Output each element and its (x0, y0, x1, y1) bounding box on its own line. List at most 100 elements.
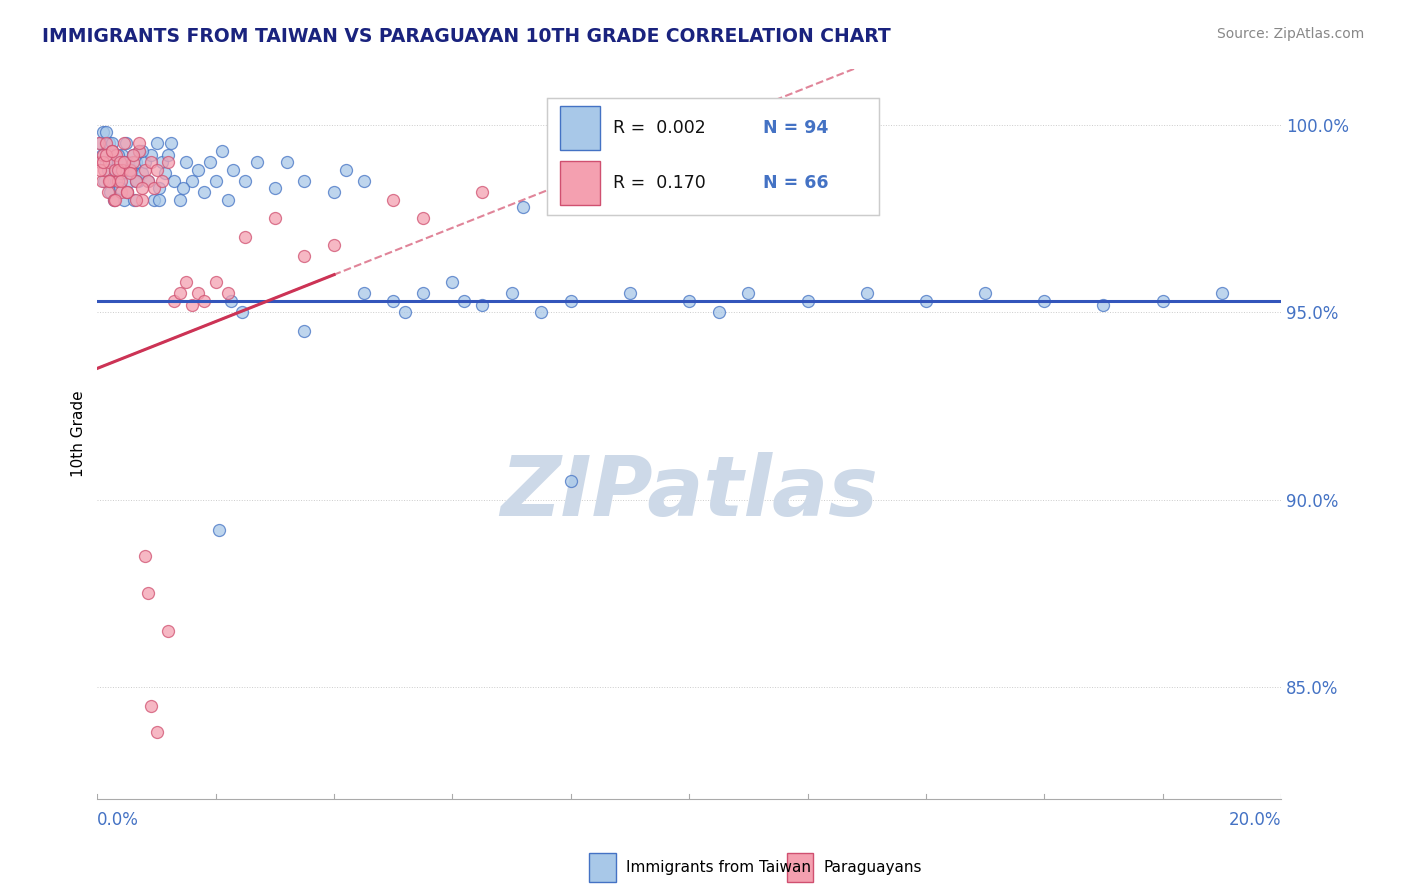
Point (111, 162, 134, 177)
Point (127, 174, 149, 188)
Point (915, 293, 938, 308)
Point (121, 147, 143, 161)
Point (128, 144, 150, 158)
Point (142, 181, 165, 195)
Point (294, 174, 316, 188)
Point (112, 136, 135, 151)
Point (121, 162, 143, 177)
Point (98, 136, 121, 151)
Point (512, 200, 534, 214)
Point (97, 162, 120, 177)
Point (353, 174, 375, 188)
Point (107, 174, 129, 188)
Point (560, 474, 582, 488)
Point (441, 275, 464, 289)
Point (264, 211, 287, 226)
Point (105, 174, 128, 188)
Point (89, 136, 111, 151)
Text: 0.0%: 0.0% (97, 811, 139, 829)
Point (96, 125, 118, 139)
Point (128, 144, 150, 158)
Point (104, 162, 127, 177)
Point (125, 174, 148, 188)
Point (142, 193, 165, 207)
Point (246, 155, 269, 169)
Point (101, 136, 124, 151)
Point (148, 193, 170, 207)
Point (211, 144, 233, 158)
Point (453, 293, 475, 308)
Point (187, 162, 209, 177)
Point (1092, 298, 1115, 312)
Point (125, 193, 148, 207)
Point (231, 305, 253, 319)
Point (412, 211, 434, 226)
Point (152, 155, 174, 169)
Point (217, 193, 239, 207)
Point (619, 286, 641, 301)
Point (204, 174, 226, 188)
Point (96, 147, 118, 161)
Point (89, 162, 111, 177)
Point (118, 162, 141, 177)
Point (501, 286, 523, 301)
Point (98, 155, 121, 169)
Point (796, 293, 818, 308)
Point (110, 174, 132, 188)
Point (139, 147, 162, 161)
Point (128, 136, 150, 151)
Point (264, 181, 287, 195)
Point (222, 162, 245, 177)
Point (294, 249, 316, 263)
Point (145, 162, 167, 177)
Text: 20.0%: 20.0% (1229, 811, 1281, 829)
Point (155, 166, 177, 180)
Point (172, 181, 194, 195)
Point (107, 147, 129, 161)
Point (678, 293, 700, 308)
Point (98, 174, 121, 188)
Point (115, 185, 138, 199)
Point (1033, 293, 1056, 308)
Point (353, 286, 375, 301)
Text: ZIPatlas: ZIPatlas (501, 452, 879, 533)
Text: Immigrants from Taiwan: Immigrants from Taiwan (626, 860, 811, 875)
Point (139, 698, 162, 713)
Point (193, 185, 215, 199)
Point (169, 193, 191, 207)
Point (87, 136, 110, 151)
Text: Source: ZipAtlas.com: Source: ZipAtlas.com (1216, 27, 1364, 41)
Point (110, 185, 132, 199)
Point (1152, 293, 1174, 308)
Point (974, 286, 997, 301)
Point (737, 286, 759, 301)
Point (96, 155, 118, 169)
Point (174, 155, 197, 169)
Point (91, 125, 114, 139)
Point (204, 275, 226, 289)
Point (103, 193, 125, 207)
Point (134, 162, 156, 177)
FancyBboxPatch shape (589, 854, 616, 881)
Point (335, 162, 357, 177)
Text: IMMIGRANTS FROM TAIWAN VS PARAGUAYAN 10TH GRADE CORRELATION CHART: IMMIGRANTS FROM TAIWAN VS PARAGUAYAN 10T… (42, 27, 891, 45)
Point (91, 147, 114, 161)
Point (91, 174, 114, 188)
Point (471, 185, 494, 199)
Point (103, 193, 125, 207)
Point (294, 324, 316, 338)
Point (208, 523, 231, 537)
Point (112, 155, 135, 169)
Point (855, 286, 877, 301)
Point (139, 155, 162, 169)
Point (145, 725, 167, 739)
Point (98, 174, 121, 188)
Point (134, 549, 156, 563)
Point (107, 155, 129, 169)
Point (105, 147, 128, 161)
Point (101, 144, 124, 158)
Point (174, 275, 197, 289)
Point (125, 174, 148, 188)
Point (101, 144, 124, 158)
Point (93, 162, 115, 177)
